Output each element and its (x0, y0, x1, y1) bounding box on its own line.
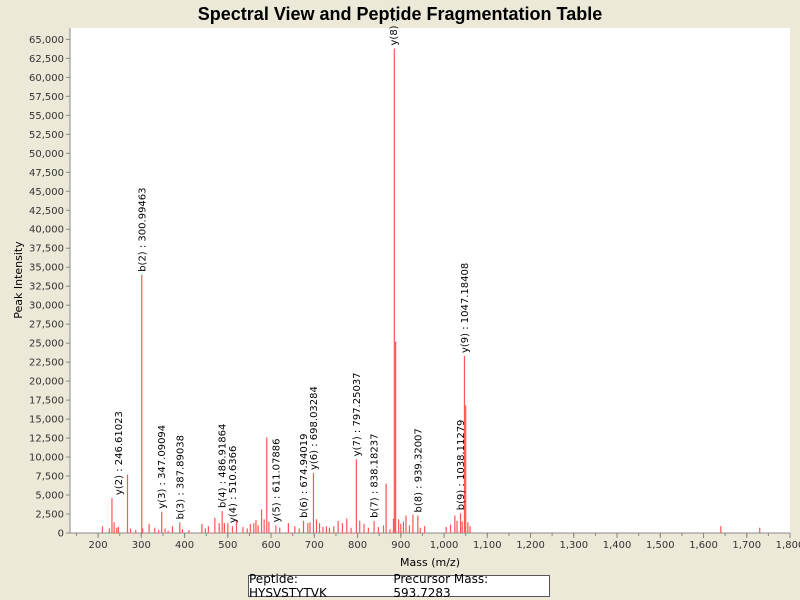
y-tick-label: 57,500 (29, 92, 64, 103)
x-tick-label: 1,000 (430, 540, 459, 551)
peak-annotation: y(3) : 347.09094 (157, 425, 168, 509)
x-tick-label: 1,700 (732, 540, 761, 551)
x-tick-label: 700 (305, 540, 324, 551)
y-tick-label: 10,000 (29, 453, 64, 464)
y-tick-label: 0 (58, 529, 64, 540)
peak-annotation: b(4) : 486.91864 (218, 424, 229, 508)
legend-box: Peptide: HYSVSTYTVK Precursor Mass: 593.… (248, 572, 550, 600)
peak-annotation: y(9) : 1047.18408 (460, 263, 471, 353)
peak-annotation: b(3) : 387.89038 (175, 435, 186, 519)
y-tick-label: 5,000 (35, 491, 64, 502)
y-tick-label: 47,500 (29, 168, 64, 179)
peak-annotation: y(6) : 698.03284 (309, 386, 320, 470)
peak-annotation: b(7) : 838.18237 (370, 434, 381, 518)
peak-annotation: b(2) : 300.99463 (137, 187, 148, 271)
x-tick-label: 1,600 (689, 540, 718, 551)
peak-annotation: b(8) : 939.32007 (413, 428, 424, 512)
y-tick-label: 12,500 (29, 434, 64, 445)
y-tick-label: 25,000 (29, 339, 64, 350)
peak-annotation: y(7) : 797.25037 (352, 372, 363, 456)
y-tick-label: 7,500 (35, 472, 64, 483)
x-axis-label: Mass (m/z) (400, 556, 460, 569)
legend-peptide: Peptide: HYSVSTYTVK (249, 572, 327, 600)
x-tick-label: 1,400 (603, 540, 632, 551)
x-tick-label: 300 (132, 540, 151, 551)
x-tick-label: 400 (175, 540, 194, 551)
fragment-annotations: y(2) : 246.61023 b(2) : 300.99463 y(3) : 3… (114, 19, 471, 523)
y-tick-label: 22,500 (29, 358, 64, 369)
y-tick-label: 65,000 (29, 35, 64, 46)
x-tick-label: 800 (348, 540, 367, 551)
peak-annotation: y(2) : 246.61023 (114, 411, 125, 495)
peak-annotation: y(5) : 611.07886 (271, 439, 282, 523)
y-tick-label: 37,500 (29, 244, 64, 255)
y-axis: 0 2,500 5,000 7,500 10,000 12,500 15,000 17,500… (29, 28, 71, 540)
y-axis-label: Peak Intensity (12, 241, 25, 319)
x-tick-label: 600 (262, 540, 281, 551)
peak-series (101, 48, 761, 533)
x-tick-label: 1,100 (473, 540, 502, 551)
peak-annotation: y(4) : 510.6366 (228, 446, 239, 524)
x-tick-label: 1,800 (776, 540, 800, 551)
x-tick-label: 1,500 (646, 540, 675, 551)
y-tick-label: 27,500 (29, 320, 64, 331)
y-tick-label: 45,000 (29, 187, 64, 198)
peak-annotation: b(9) : 1038.11279 (456, 420, 467, 511)
y-tick-label: 62,500 (29, 54, 64, 65)
plot-background (70, 28, 790, 533)
y-tick-label: 60,000 (29, 73, 64, 84)
legend-precursor-mass: Precursor Mass: 593.7283 (393, 572, 489, 600)
y-tick-label: 35,000 (29, 263, 64, 274)
y-tick-label: 40,000 (29, 225, 64, 236)
x-tick-label: 900 (391, 540, 410, 551)
peak-annotation: y(8) : (389, 19, 400, 46)
x-tick-label: 500 (218, 540, 237, 551)
y-tick-label: 20,000 (29, 377, 64, 388)
y-tick-label: 55,000 (29, 111, 64, 122)
y-tick-label: 50,000 (29, 149, 64, 160)
x-tick-label: 1,200 (516, 540, 545, 551)
y-tick-label: 42,500 (29, 206, 64, 217)
y-tick-label: 52,500 (29, 130, 64, 141)
y-tick-label: 15,000 (29, 415, 64, 426)
y-tick-label: 30,000 (29, 301, 64, 312)
x-tick-label: 200 (89, 540, 108, 551)
x-tick-label: 1,300 (559, 540, 588, 551)
y-tick-label: 32,500 (29, 282, 64, 293)
y-tick-label: 17,500 (29, 396, 64, 407)
x-axis: 200 300 400 500 600 700 800 900 1,000 1,100 1,200 1… (70, 532, 800, 551)
peak-annotation: b(6) : 674.94019 (299, 434, 310, 518)
y-tick-label: 2,500 (35, 510, 64, 521)
chart-title: Spectral View and Peptide Fragmentation … (198, 4, 602, 24)
